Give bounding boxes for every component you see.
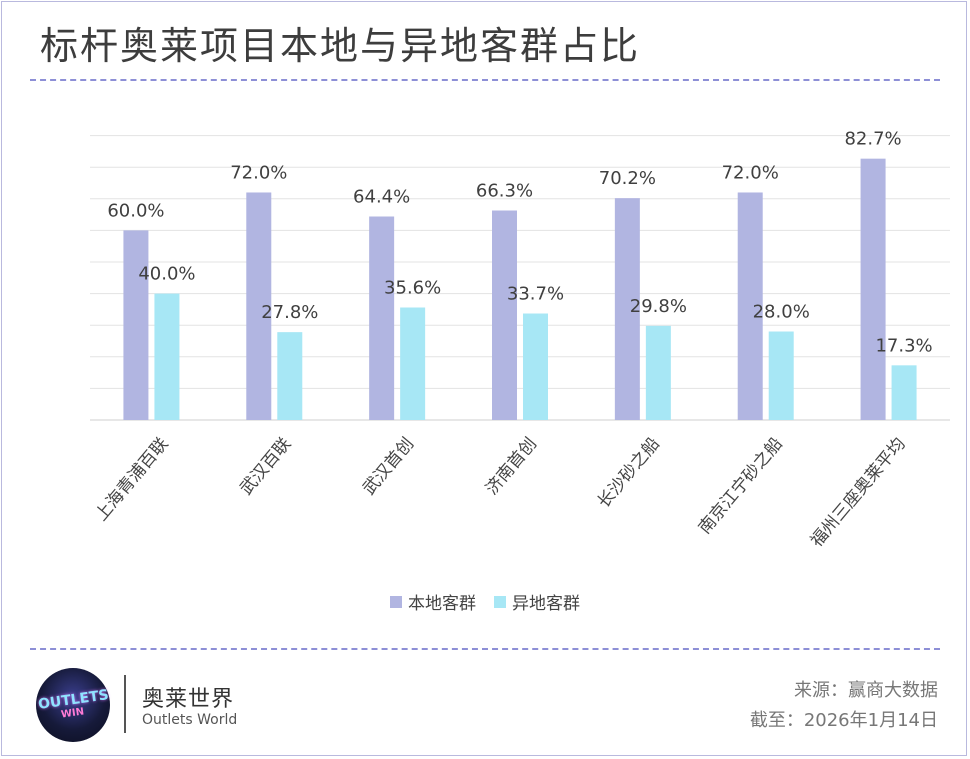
data-label-nonlocal: 28.0%	[753, 302, 810, 323]
category-label: 济南首创	[482, 434, 541, 499]
category-label: 上海青浦百联	[92, 434, 173, 525]
data-label-nonlocal: 40.0%	[138, 264, 195, 285]
bar-local	[369, 216, 395, 420]
bar-nonlocal	[154, 293, 180, 420]
data-label-nonlocal: 27.8%	[261, 302, 318, 323]
page-title: 标杆奥莱项目本地与异地客群占比	[40, 24, 641, 68]
data-label-nonlocal: 33.7%	[507, 284, 564, 305]
bar-nonlocal	[523, 313, 548, 420]
data-label-local: 60.0%	[107, 200, 164, 221]
data-label-nonlocal: 35.6%	[384, 278, 441, 299]
category-label: 福州三座奥莱平均	[807, 434, 910, 551]
legend-label-local: 本地客群	[408, 594, 476, 614]
data-label-local: 66.3%	[476, 180, 533, 201]
data-label-local: 72.0%	[722, 162, 779, 183]
category-label: 南京江宁砂之船	[695, 434, 787, 538]
chart-legend: 本地客群 异地客群	[0, 589, 970, 614]
bar-chart: 60.0% 40.0% 上海青浦百联 72.0% 27.8% 武汉百联 64.4% 35.6%…	[90, 129, 950, 551]
legend-label-nonlocal: 异地客群	[512, 594, 580, 614]
bar-nonlocal	[645, 325, 671, 420]
legend-swatch-nonlocal	[494, 595, 506, 608]
bar-local	[860, 158, 886, 420]
bar-local	[737, 192, 763, 420]
data-label-local: 82.7%	[844, 129, 901, 150]
category-label: 武汉百联	[236, 434, 295, 499]
category-label: 长沙砂之船	[594, 434, 664, 512]
bar-local	[246, 192, 272, 420]
logo-text-win: WIN	[60, 705, 86, 721]
bar-local	[492, 210, 517, 420]
footer-divider	[30, 648, 940, 650]
data-label-nonlocal: 17.3%	[875, 335, 932, 356]
data-date: 截至：2026年1月14日	[749, 710, 938, 731]
bar-nonlocal	[768, 331, 794, 420]
data-label-local: 72.0%	[230, 162, 287, 183]
legend-item-local: 本地客群	[390, 589, 476, 614]
bar-local	[614, 198, 640, 420]
footer-separator	[124, 675, 126, 733]
brand-name-cn: 奥莱世界	[142, 687, 235, 712]
bar-nonlocal	[400, 307, 426, 420]
title-divider	[30, 79, 940, 81]
data-source: 来源：赢商大数据	[794, 680, 938, 701]
bar-nonlocal	[891, 365, 917, 420]
bar-local	[123, 230, 149, 420]
outlets-world-logo: OUTLETS WIN	[36, 668, 110, 742]
data-label-nonlocal: 29.8%	[630, 296, 687, 317]
legend-swatch-local	[390, 595, 402, 608]
legend-item-nonlocal: 异地客群	[494, 589, 580, 614]
category-label: 武汉首创	[359, 434, 418, 499]
data-label-local: 64.4%	[353, 186, 410, 207]
bar-nonlocal	[277, 332, 303, 420]
brand-name-en: Outlets World	[142, 712, 238, 728]
data-label-local: 70.2%	[599, 168, 656, 189]
